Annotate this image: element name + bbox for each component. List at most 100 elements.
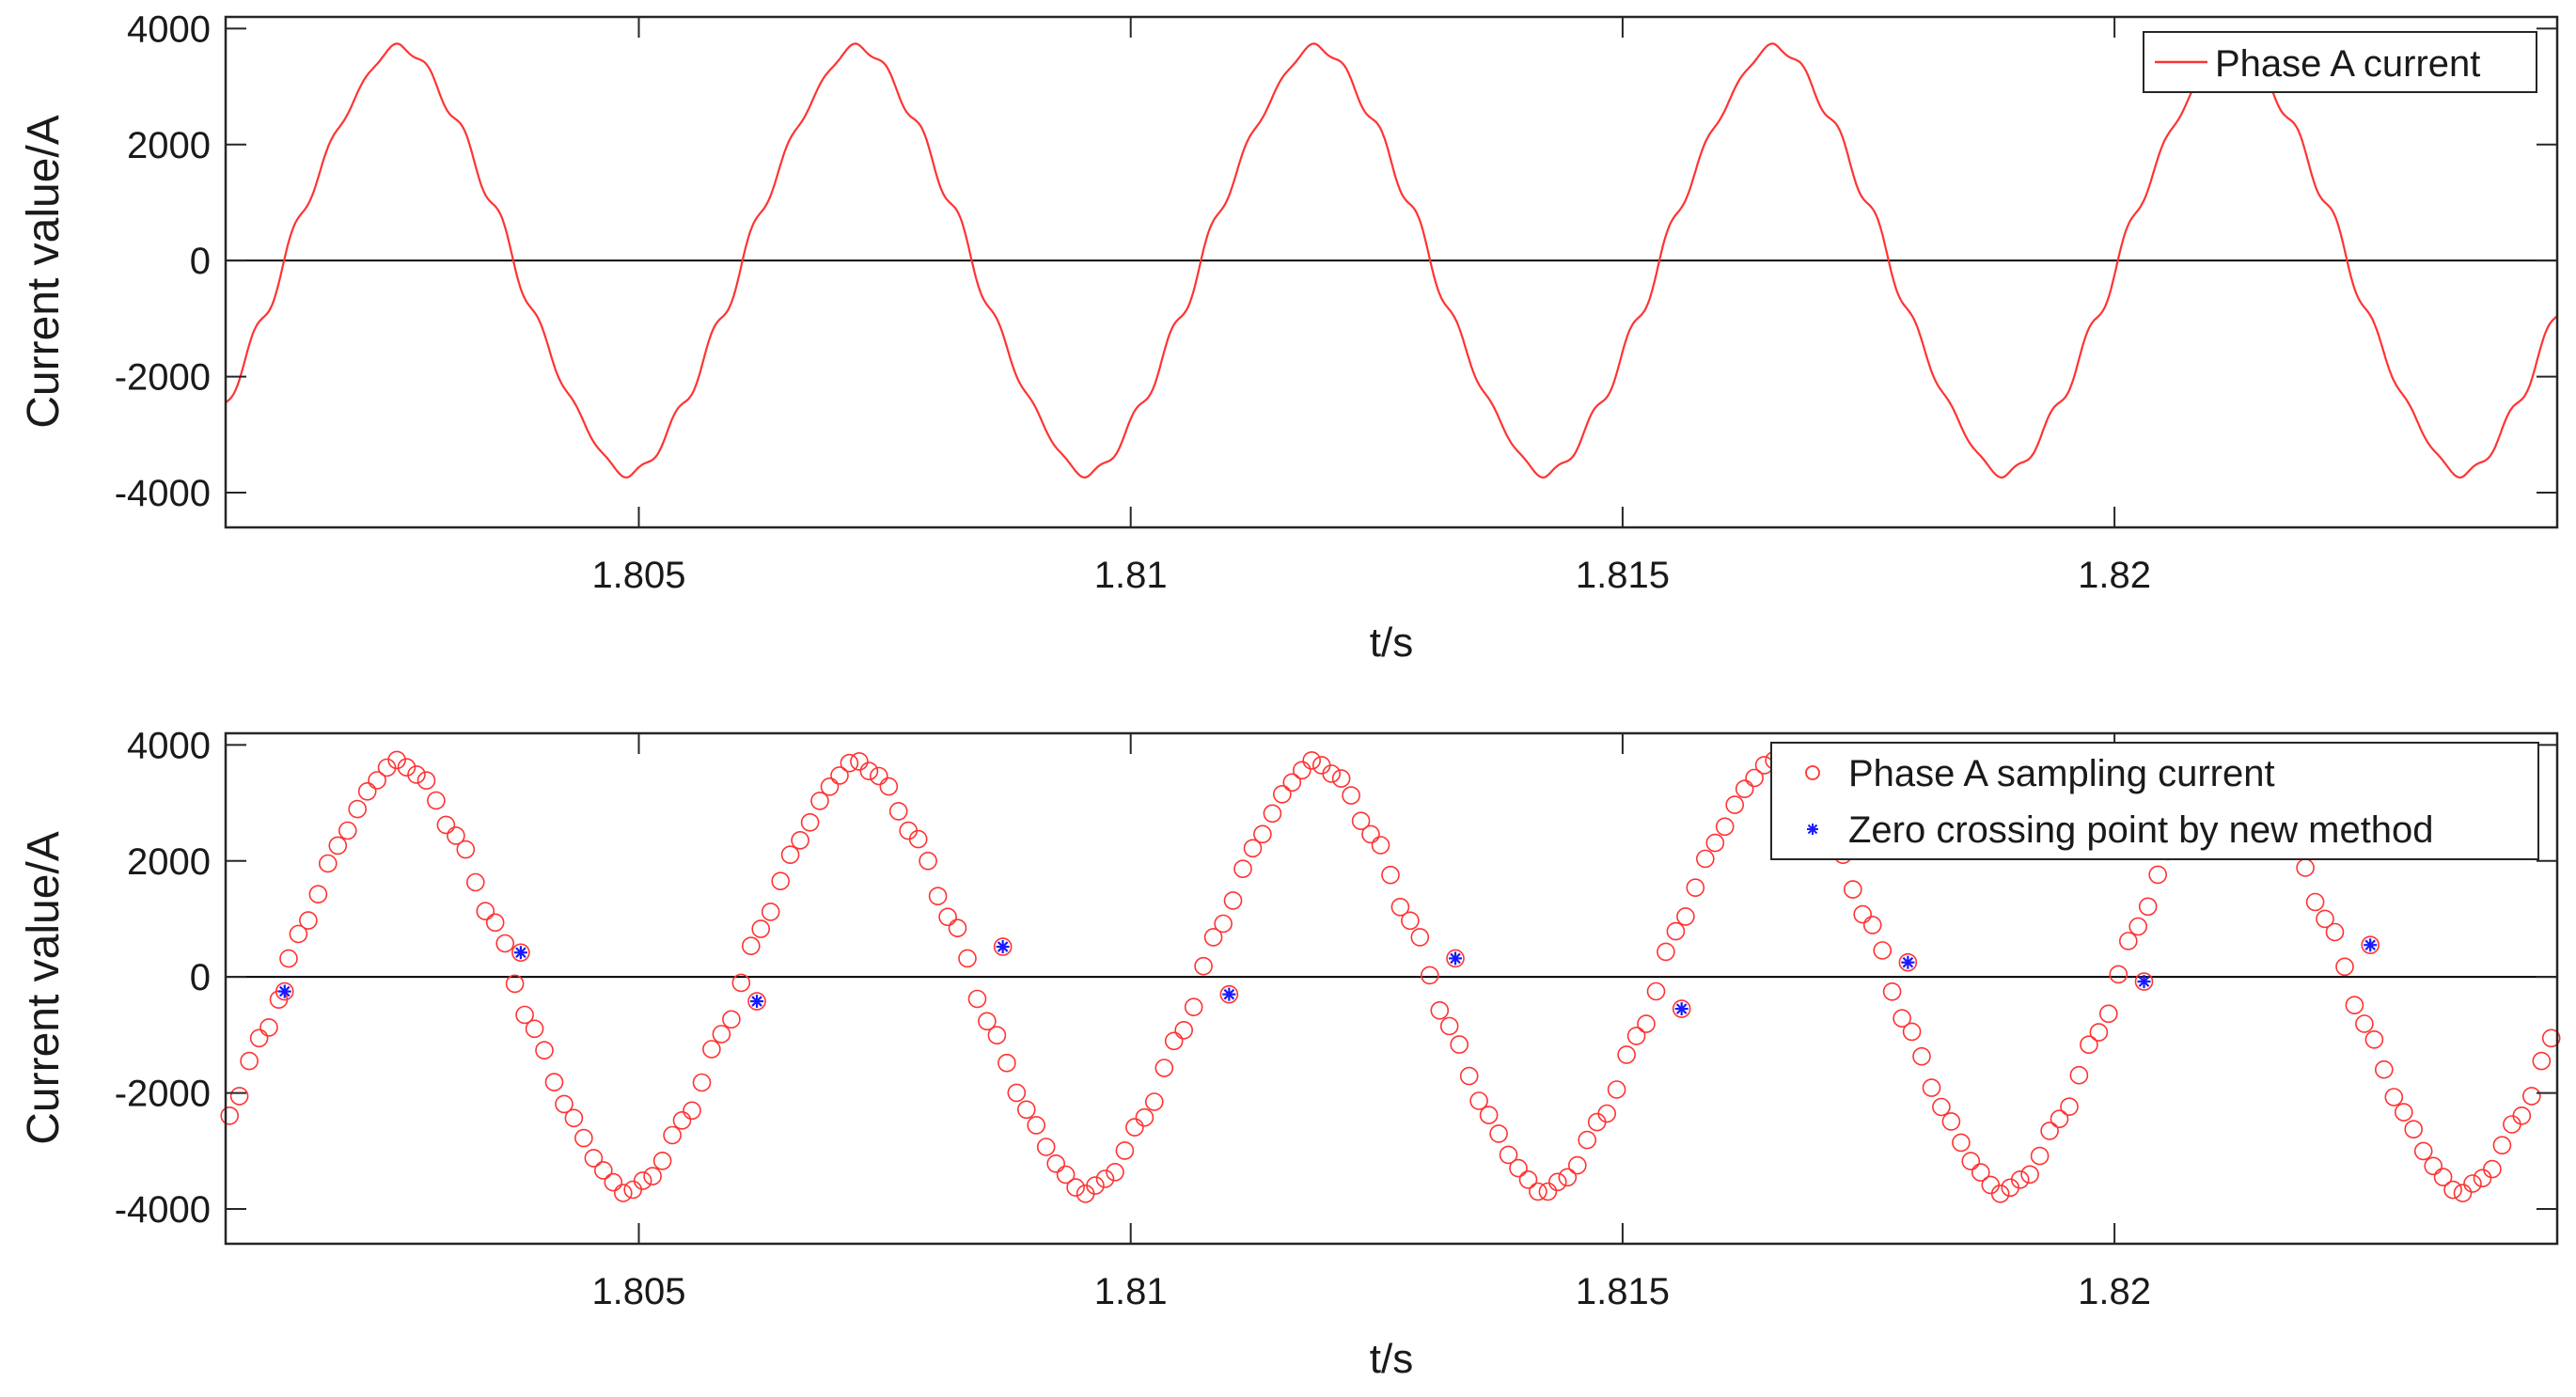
sampling-point — [604, 1172, 623, 1192]
bottom-y-tick-label: 2000 — [127, 841, 211, 883]
sampling-point — [289, 924, 308, 944]
sampling-point — [299, 911, 318, 930]
sampling-point — [279, 949, 298, 968]
sampling-point — [249, 1028, 269, 1048]
sampling-point — [1489, 1124, 1508, 1143]
sampling-point — [220, 1107, 239, 1125]
sampling-point — [2089, 1023, 2109, 1042]
sampling-point — [1439, 1016, 1459, 1036]
bottom-x-axis-label: t/s — [1370, 1336, 1413, 1382]
bottom-panel: 1.805 1.81 1.815 1.82 -4000 -2000 0 2000 4000 t/… — [19, 725, 2561, 1382]
zero-crossing-point — [996, 940, 1010, 954]
sampling-point — [1499, 1145, 1518, 1165]
sampling-point — [840, 753, 859, 773]
sampling-point — [1361, 824, 1380, 844]
sampling-point — [357, 781, 377, 801]
sampling-point — [308, 885, 328, 904]
sampling-point — [485, 913, 505, 933]
sampling-point — [2020, 1165, 2039, 1185]
bottom-legend-box — [1770, 742, 2539, 860]
sampling-point — [978, 1012, 997, 1031]
sampling-point — [1106, 1163, 1124, 1182]
zero-crossing-sample-ring — [511, 943, 530, 963]
sampling-point — [1203, 928, 1223, 947]
bottom-y-axis-label: Current value/A — [19, 831, 69, 1145]
sampling-point — [2148, 865, 2167, 885]
sampling-point — [1715, 817, 1735, 837]
sampling-point — [1371, 836, 1390, 855]
sampling-point — [1351, 811, 1371, 831]
sampling-point — [229, 1087, 249, 1106]
sampling-point — [1027, 1116, 1045, 1135]
sampling-point — [1214, 914, 1233, 934]
sampling-point — [584, 1149, 604, 1168]
top-y-tick-label: -4000 — [115, 473, 211, 514]
sampling-point — [1135, 1107, 1154, 1127]
sampling-point — [869, 766, 888, 786]
sampling-point — [997, 1053, 1016, 1073]
sampling-point — [1735, 779, 1754, 799]
sampling-point — [1912, 1046, 1931, 1066]
sampling-point — [1430, 1001, 1450, 1020]
sampling-point — [1293, 761, 1312, 780]
sampling-point — [722, 1010, 741, 1029]
sampling-point — [1174, 1021, 1193, 1040]
top-y-tick-label: 4000 — [127, 8, 211, 50]
sampling-point — [2512, 1107, 2532, 1125]
sampling-point — [1342, 786, 1360, 805]
sampling-point — [2325, 922, 2345, 942]
sampling-point — [1056, 1165, 1076, 1185]
sampling-point — [1390, 897, 1410, 917]
sampling-point — [702, 1040, 721, 1059]
sampling-point — [1646, 981, 1666, 1001]
sampling-point — [2040, 1122, 2059, 1140]
sampling-point — [416, 771, 436, 791]
sampling-point — [1971, 1163, 1990, 1182]
sampling-point — [850, 752, 869, 771]
sampling-point — [427, 791, 446, 810]
sampling-point — [2138, 897, 2158, 917]
sampling-point — [712, 1025, 731, 1044]
zero-crossing-sample-ring — [993, 937, 1013, 956]
sampling-point — [2109, 965, 2128, 984]
sampling-point — [2030, 1146, 2050, 1166]
sampling-point — [318, 854, 338, 873]
sampling-point — [663, 1125, 682, 1145]
sampling-point — [780, 845, 800, 865]
sampling-point — [555, 1094, 573, 1114]
sampling-point — [1725, 795, 1744, 814]
sampling-point — [820, 777, 840, 796]
sampling-point — [928, 887, 948, 906]
sampling-point — [672, 1111, 692, 1130]
zero-crossing-point — [1901, 955, 1915, 969]
sampling-point — [2541, 1028, 2561, 1048]
sampling-point — [574, 1128, 593, 1148]
sampling-point — [1421, 965, 1439, 985]
bottom-x-tick-label: 1.805 — [591, 1271, 685, 1312]
sampling-point — [348, 799, 368, 819]
sampling-point — [2345, 996, 2364, 1014]
sampling-point — [436, 815, 456, 835]
sampling-point — [1990, 1185, 2010, 1203]
sampling-point — [1401, 911, 1420, 931]
top-y-tick-label: 2000 — [127, 125, 211, 166]
top-x-tick-label: 1.82 — [2078, 555, 2151, 596]
sampling-point — [2384, 1088, 2404, 1107]
sampling-point — [544, 1073, 564, 1091]
sampling-point — [761, 903, 780, 921]
top-tick-layer: 1.805 1.81 1.815 1.82 -4000 -2000 0 2000 4000 — [115, 8, 2557, 596]
sampling-point — [2305, 892, 2325, 912]
sampling-point — [1686, 878, 1705, 898]
sampling-point — [771, 871, 791, 891]
top-axes-box — [224, 15, 2559, 529]
sampling-point — [1243, 839, 1263, 858]
zero-crossing-point — [277, 984, 291, 998]
sampling-point — [1893, 1009, 1911, 1028]
sampling-point — [1626, 1027, 1646, 1045]
sampling-point — [1529, 1182, 1547, 1201]
sampling-point — [338, 821, 357, 840]
sampling-point — [525, 1019, 544, 1039]
sampling-point — [2404, 1120, 2423, 1138]
sampling-point — [1263, 804, 1282, 824]
zero-crossing-sample-ring — [1446, 949, 1465, 968]
